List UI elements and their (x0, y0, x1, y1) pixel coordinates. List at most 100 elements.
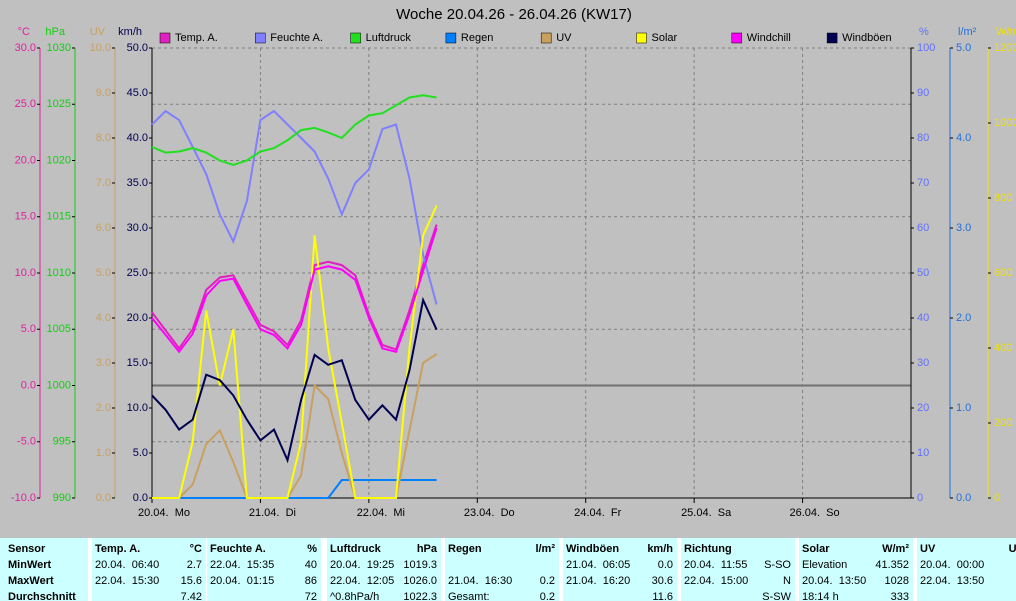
cell-value: 41.352 (875, 559, 909, 571)
y-tick-label: -10.0 (11, 492, 36, 504)
stat-column: Luftdruck hPa 20.04. 19:25 1019.3 22.04. 12:… (327, 538, 441, 601)
x-tick-label: 22.04. Mi (357, 507, 405, 519)
cell-label: 18:14 h (802, 591, 839, 601)
axis-unit: km/h (118, 26, 142, 38)
y-tick-label: 5.0 (96, 267, 111, 279)
y-tick-label: 1010 (47, 267, 71, 279)
cell-value: 0.2 (539, 591, 555, 601)
y-tick-label: 1025 (47, 98, 71, 110)
y-tick-label: 995 (53, 436, 71, 448)
legend-label: Luftdruck (366, 32, 412, 44)
y-tick-label: 40.0 (127, 132, 148, 144)
cell-value: 0.0 (657, 559, 673, 571)
y-tick-label: 0.0 (96, 492, 111, 504)
cell-label: Gesamt: (448, 591, 490, 601)
y-tick-label: 0 (994, 492, 1000, 504)
cell-label: 22.04. 15:35 (210, 559, 275, 571)
legend-swatch (731, 32, 743, 44)
y-tick-label: 1000 (994, 117, 1016, 129)
series-line (151, 109, 438, 305)
y-tick-label: 1200 (994, 42, 1016, 54)
legend-swatch (540, 32, 552, 44)
series-line (151, 296, 438, 464)
y-tick-label: 9.0 (96, 87, 111, 99)
y-tick-label: 30 (917, 357, 929, 369)
legend-swatch (159, 32, 171, 44)
y-tick-label: 40 (917, 312, 929, 324)
y-tick-label: 1000 (47, 379, 71, 391)
legend-swatch (350, 32, 361, 44)
stat-column: Windböen km/h 21.04. 06:05 0.0 21.04. 16:20 3… (563, 538, 677, 601)
cell-label: 21.04. 16:30 (448, 575, 513, 587)
cell-label: 21.04. 06:05 (566, 559, 631, 571)
cell-value: 40 (304, 559, 317, 571)
y-tick-label: 0.0 (21, 379, 36, 391)
series-line (152, 205, 438, 499)
chart: Woche 20.04.26 - 26.04.26 (KW17) 20.04. … (11, 6, 1016, 519)
cell-value: 1028 (884, 575, 909, 587)
y-tick-label: 10.0 (15, 267, 36, 279)
cell-value: S-SW (762, 591, 791, 601)
cell-label: Elevation (802, 559, 848, 571)
x-tick-label: 21.04. Di (249, 507, 296, 519)
y-tick-label: 990 (53, 492, 71, 504)
legend-label: UV (556, 32, 572, 44)
y-tick-label: 70 (917, 177, 929, 189)
column-unit: km/h (647, 543, 673, 555)
row-label: Sensor (8, 543, 46, 555)
label-column: Sensor MinWert MaxWert Durchschnitt (0, 538, 88, 601)
cell-label: 21.04. 16:20 (566, 575, 631, 587)
column-title: Windböen (566, 543, 620, 555)
stat-column: Regen l/m² 21.04. 16:30 0.2 Gesamt: 0.2 (445, 538, 559, 601)
legend-label: Solar (652, 32, 678, 44)
column-title: UV (920, 543, 936, 555)
y-tick-label: 800 (994, 192, 1012, 204)
column-title: Richtung (684, 543, 732, 555)
stat-column: Temp. A. °C 20.04. 06:40 2.7 22.04. 15:30 15.… (92, 538, 206, 601)
y-tick-label: 6.0 (96, 222, 111, 234)
x-tick-label: 23.04. Do (464, 507, 515, 519)
axis-unit: % (919, 26, 929, 38)
y-tick-label: 1005 (47, 323, 71, 335)
y-tick-label: 35.0 (127, 177, 148, 189)
column-title: Solar (802, 543, 830, 555)
y-tick-label: 600 (994, 267, 1012, 279)
y-tick-label: 0.0 (133, 492, 148, 504)
column-unit: hPa (416, 543, 437, 555)
cell-value: 11.6 (652, 591, 673, 601)
y-tick-label: 1030 (47, 42, 71, 54)
cell-label: 22.04. 12:05 (330, 575, 395, 587)
cell-label: 22.04. 15:30 (95, 575, 160, 587)
cell-label: 22.04. 13:50 (920, 575, 985, 587)
cell-label: 20.04. 01:15 (210, 575, 275, 587)
x-tick-label: 24.04. Fr (574, 507, 621, 519)
y-tick-label: 4.0 (96, 312, 111, 324)
column-unit: °C (189, 543, 202, 555)
x-tick-label: 20.04. Mo (138, 507, 190, 519)
y-tick-label: 15.0 (15, 211, 36, 223)
legend-swatch (826, 32, 838, 44)
column-title: Temp. A. (95, 543, 141, 555)
y-tick-label: 10.0 (90, 42, 111, 54)
y-tick-label: 1015 (47, 211, 71, 223)
legend-swatch (445, 32, 457, 44)
x-tick-label: 25.04. Sa (681, 507, 732, 519)
row-label: MinWert (8, 559, 52, 571)
series-line (151, 227, 438, 354)
y-tick-label: 400 (994, 342, 1012, 354)
y-tick-label: 15.0 (127, 357, 148, 369)
y-tick-label: 50.0 (127, 42, 148, 54)
cell-value: 72 (304, 591, 317, 601)
cell-value: 333 (890, 591, 909, 601)
y-tick-label: 20.0 (15, 154, 36, 166)
cell-value: S-SO (764, 559, 791, 571)
axis-unit: W/m² (996, 26, 1016, 38)
cell-label: ^0.8hPa/h (330, 591, 380, 601)
legend-label: Windchill (747, 32, 791, 44)
y-tick-label: 3.0 (96, 357, 111, 369)
column-unit: l/m² (535, 543, 555, 555)
cell-value: 1026.0 (403, 575, 437, 587)
legend-label: Temp. A. (175, 32, 218, 44)
y-tick-label: 5.0 (956, 42, 971, 54)
